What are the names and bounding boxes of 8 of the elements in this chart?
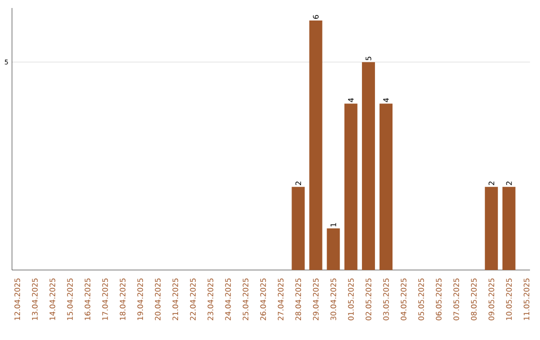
bar — [484, 186, 498, 270]
bar — [380, 104, 393, 270]
bar — [502, 186, 516, 270]
bar — [309, 20, 322, 270]
bar — [344, 104, 358, 270]
bar — [326, 228, 340, 270]
bar — [292, 186, 305, 270]
bar — [362, 62, 375, 270]
